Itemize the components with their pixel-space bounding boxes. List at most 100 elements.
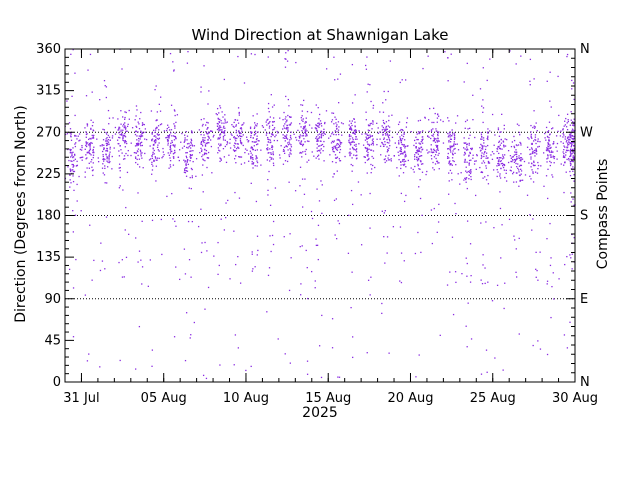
data-point bbox=[354, 129, 357, 131]
data-point bbox=[149, 259, 151, 261]
data-point bbox=[497, 161, 500, 163]
data-point bbox=[539, 141, 541, 143]
data-point bbox=[537, 161, 539, 164]
data-point bbox=[72, 147, 74, 149]
data-point bbox=[385, 160, 388, 162]
data-point bbox=[520, 55, 522, 57]
data-point bbox=[191, 176, 193, 179]
data-point bbox=[413, 139, 416, 142]
data-point bbox=[190, 139, 193, 142]
data-point bbox=[370, 276, 372, 278]
data-point bbox=[504, 154, 506, 156]
data-point bbox=[269, 116, 271, 118]
data-point bbox=[371, 128, 373, 130]
data-point bbox=[552, 127, 554, 129]
data-point bbox=[562, 156, 565, 158]
data-point bbox=[300, 283, 302, 285]
data-point bbox=[285, 145, 287, 147]
data-point bbox=[168, 154, 171, 156]
data-point bbox=[267, 107, 270, 110]
data-point bbox=[406, 117, 409, 119]
data-point bbox=[127, 154, 129, 157]
data-point bbox=[316, 244, 319, 246]
data-point bbox=[237, 131, 240, 133]
data-point bbox=[462, 147, 465, 149]
data-point bbox=[483, 139, 485, 141]
data-point bbox=[300, 104, 302, 106]
data-point bbox=[201, 174, 204, 176]
data-point bbox=[310, 210, 313, 213]
data-point bbox=[71, 163, 73, 166]
data-point bbox=[487, 128, 489, 130]
data-point bbox=[153, 140, 155, 142]
data-point bbox=[219, 125, 221, 127]
data-point bbox=[127, 149, 129, 152]
data-point bbox=[527, 137, 529, 139]
data-point bbox=[383, 236, 385, 238]
data-point bbox=[99, 145, 101, 147]
data-point bbox=[189, 176, 191, 179]
data-point bbox=[211, 130, 213, 133]
data-point bbox=[433, 156, 436, 158]
data-point bbox=[123, 126, 125, 129]
data-point bbox=[298, 137, 301, 139]
data-point bbox=[174, 220, 176, 223]
data-point bbox=[520, 144, 522, 146]
data-point bbox=[234, 138, 236, 140]
data-point bbox=[175, 225, 177, 227]
data-point bbox=[118, 155, 121, 157]
data-point bbox=[530, 178, 532, 180]
data-point bbox=[235, 129, 238, 132]
data-point bbox=[547, 157, 549, 159]
data-point bbox=[207, 151, 210, 154]
data-point bbox=[266, 119, 268, 121]
data-point bbox=[536, 269, 538, 272]
data-point bbox=[400, 164, 402, 166]
data-point bbox=[191, 154, 193, 157]
data-point bbox=[272, 117, 275, 119]
data-point bbox=[455, 164, 457, 166]
data-point bbox=[285, 58, 287, 60]
data-point bbox=[72, 180, 75, 183]
data-point bbox=[229, 138, 231, 140]
data-point bbox=[174, 135, 177, 138]
data-point bbox=[156, 133, 159, 135]
data-point bbox=[360, 244, 363, 246]
data-point bbox=[285, 95, 287, 98]
data-point bbox=[306, 266, 308, 269]
data-point bbox=[403, 164, 405, 167]
data-point bbox=[272, 121, 274, 123]
data-point bbox=[367, 148, 369, 151]
data-point bbox=[499, 173, 501, 175]
data-point bbox=[158, 134, 160, 136]
data-point bbox=[424, 116, 426, 119]
data-point bbox=[311, 127, 313, 129]
data-point bbox=[126, 142, 128, 145]
data-point bbox=[184, 359, 187, 362]
data-point bbox=[573, 141, 575, 143]
data-point bbox=[267, 178, 269, 181]
data-point bbox=[384, 210, 386, 212]
data-point bbox=[482, 137, 485, 139]
data-point bbox=[268, 125, 271, 127]
data-point bbox=[69, 186, 71, 188]
data-point bbox=[155, 165, 158, 167]
data-point bbox=[370, 149, 372, 151]
data-point bbox=[202, 138, 204, 141]
data-point bbox=[273, 104, 275, 106]
data-point bbox=[72, 166, 74, 168]
compass-label: S bbox=[580, 209, 588, 224]
data-point bbox=[183, 159, 185, 161]
data-point bbox=[81, 145, 83, 147]
data-point bbox=[533, 151, 535, 154]
data-point bbox=[366, 159, 369, 161]
data-point bbox=[295, 139, 298, 141]
data-point bbox=[483, 162, 486, 164]
data-point bbox=[389, 130, 391, 132]
data-point bbox=[498, 164, 501, 166]
data-point bbox=[218, 130, 220, 132]
data-point bbox=[237, 143, 239, 145]
data-point bbox=[393, 155, 396, 157]
data-point bbox=[108, 155, 110, 157]
data-point bbox=[267, 274, 270, 277]
